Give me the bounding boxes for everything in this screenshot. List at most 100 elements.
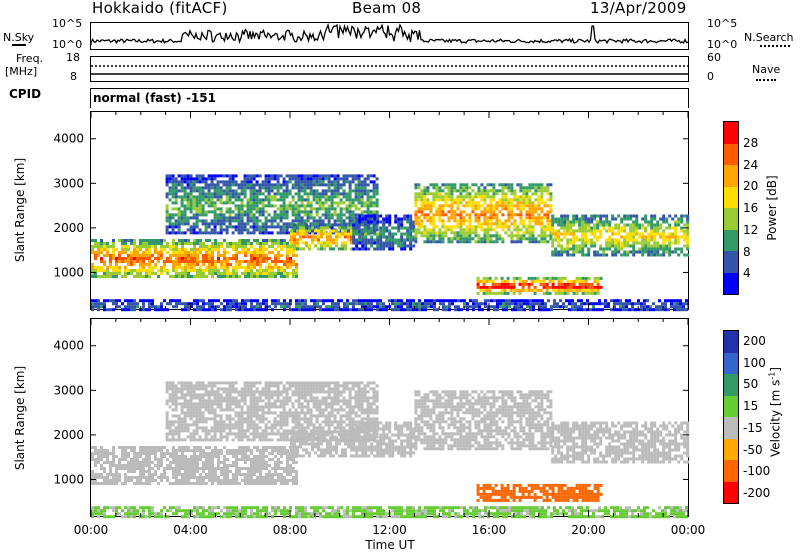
date-title: 13/Apr/2009: [590, 0, 687, 17]
power-region-3: [352, 214, 416, 251]
ytick-label-3: 1000: [53, 265, 84, 279]
colorbar-segment: [724, 481, 738, 503]
colorbar-tick-label: 50: [743, 377, 759, 392]
colorbar-segment: [724, 272, 738, 294]
velocity-ylabel: Slant Range [km]: [13, 365, 27, 471]
nave-label: Nave: [752, 63, 781, 76]
ytick-label-0: 4000: [53, 339, 84, 353]
velocity-region-3: [352, 421, 416, 458]
colorbar-segment: [724, 165, 738, 187]
colorbar-segment: [724, 122, 738, 144]
station-title: Hokkaido (fitACF): [92, 0, 228, 17]
velocity-region-0: [91, 446, 298, 485]
nsearch-tick-high: 10^5: [707, 17, 738, 30]
ytick-label-3: 1000: [53, 472, 84, 486]
xtick-label-4: 16:00: [472, 523, 507, 537]
colorbar-tick-label: 200: [743, 333, 766, 348]
colorbar-tick-label: -50: [743, 442, 763, 457]
colorbar-segment: [724, 438, 738, 460]
velocity-region-6: [476, 483, 603, 502]
power-colorbar: [723, 121, 739, 295]
ytick-label-1: 3000: [53, 383, 84, 397]
beam-title: Beam 08: [352, 0, 422, 17]
colorbar-tick-label: 24: [743, 157, 759, 172]
freq-unit-label: [MHz]: [5, 65, 38, 78]
noise-panel: [90, 22, 689, 50]
nsky-tick-low: 10^0: [52, 38, 83, 51]
freq-tick-low: 8: [70, 70, 77, 83]
colorbar-tick-label: 28: [743, 135, 759, 150]
noise-line: [90, 22, 689, 45]
power-region-5: [551, 214, 690, 257]
colorbar-segment: [724, 251, 738, 273]
freq-trace: [91, 65, 688, 75]
colorbar-segment: [724, 460, 738, 482]
colorbar-tick-label: 4: [743, 266, 751, 281]
freq-tick-high: 18: [66, 51, 80, 64]
colorbar-segment: [724, 352, 738, 374]
nave-tick-low: 0: [707, 70, 714, 83]
noise-trace: [90, 22, 689, 45]
ytick-label-0: 4000: [53, 132, 84, 146]
colorbar-tick-label: 100: [743, 355, 766, 370]
colorbar-segment: [724, 208, 738, 230]
colorbar-segment: [724, 395, 738, 417]
velocity-region-2: [290, 430, 353, 458]
cpid-panel: normal (fast) -151: [90, 88, 689, 108]
xtick-label-6: 00:00: [671, 523, 706, 537]
nsky-label: N.Sky: [3, 31, 35, 44]
nsearch-label: N.Search: [744, 31, 794, 44]
power-region-1: [165, 174, 379, 235]
freq-panel: [90, 56, 689, 82]
colorbar-tick-label: 8: [743, 244, 751, 259]
cpid-text: normal (fast) -151: [93, 91, 216, 105]
power-region-6: [476, 276, 603, 295]
power-heatmap: [91, 174, 690, 312]
xtick-label-5: 20:00: [571, 523, 606, 537]
nsearch-line-key: [760, 45, 790, 47]
colorbar-tick-label: -200: [743, 486, 771, 501]
power-region-0: [91, 239, 298, 278]
cpid-label: CPID: [9, 87, 42, 101]
power-region-7: [91, 299, 688, 312]
ytick-label-2: 2000: [53, 428, 84, 442]
velocity-colorbar: [723, 330, 739, 504]
nsearch-tick-low: 10^0: [707, 38, 738, 51]
velocity-colorbar-label-sup: -1: [767, 371, 777, 380]
power-region-2: [290, 223, 353, 251]
colorbar-segment: [724, 331, 738, 353]
power-panel: [90, 111, 690, 312]
colorbar-segment: [724, 143, 738, 165]
colorbar-tick-label: 16: [743, 201, 759, 215]
xtick-label-1: 04:00: [173, 523, 208, 537]
nave-line-key: [756, 79, 776, 81]
velocity-region-5: [551, 421, 690, 464]
xtick-label-2: 08:00: [273, 523, 308, 537]
xaxis-label: Time UT: [365, 538, 415, 552]
colorbar-segment: [724, 229, 738, 251]
colorbar-segment: [724, 186, 738, 208]
xtick-label-0: 00:00: [74, 523, 109, 537]
freq-label: Freq.: [16, 52, 44, 65]
colorbar-segment: [724, 417, 738, 439]
nsky-line-key: [12, 44, 26, 46]
colorbar-tick-label: 12: [743, 222, 759, 237]
colorbar-tick-label: 15: [743, 399, 759, 414]
velocity-region-7: [91, 506, 688, 519]
nave-tick-high: 60: [707, 51, 721, 64]
velocity-region-4: [414, 390, 553, 451]
velocity-colorbar-label: Velocity [m s-1]: [768, 367, 783, 457]
colorbar-tick-label: -100: [743, 464, 771, 479]
xtick-label-3: 12:00: [372, 523, 407, 537]
colorbar-segment: [724, 374, 738, 396]
ytick-label-1: 3000: [53, 176, 84, 190]
velocity-heatmap: [91, 381, 690, 519]
colorbar-tick-label: 20: [743, 179, 759, 194]
nsky-tick-high: 10^5: [52, 17, 83, 30]
colorbar-tick-label: -15: [743, 420, 763, 435]
power-region-4: [414, 183, 553, 244]
ytick-label-2: 2000: [53, 221, 84, 235]
velocity-colorbar-label-text: Velocity [m s: [768, 379, 783, 457]
